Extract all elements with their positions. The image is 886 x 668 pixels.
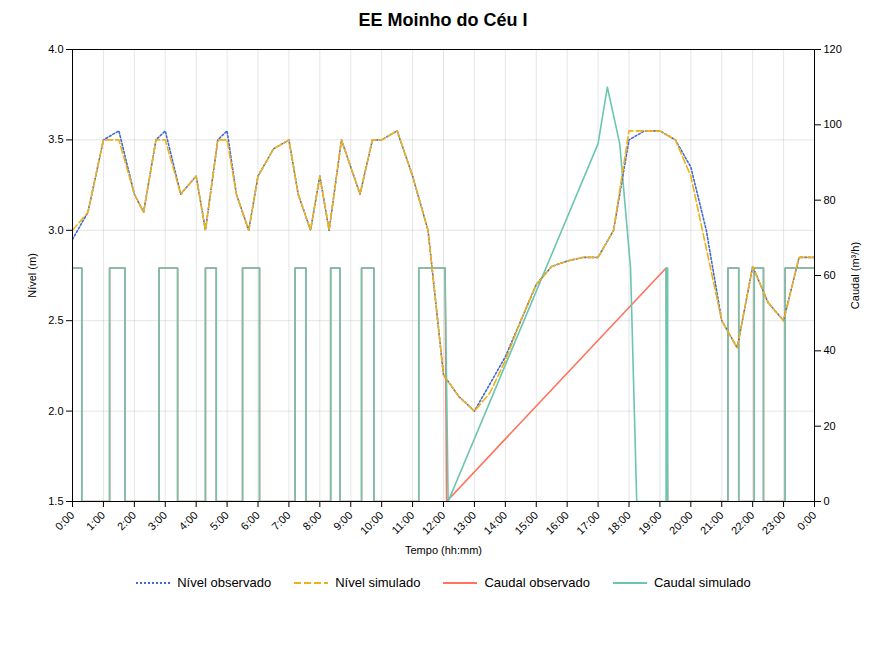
svg-text:23:00: 23:00 [760, 509, 788, 537]
svg-text:0: 0 [824, 495, 830, 507]
svg-text:17:00: 17:00 [574, 509, 602, 537]
svg-text:16:00: 16:00 [543, 509, 571, 537]
svg-text:2.5: 2.5 [48, 314, 63, 326]
html-text:Caudal observado: Caudal observado [484, 575, 590, 590]
svg-text:21:00: 21:00 [698, 509, 726, 537]
svg-text:11:00: 11:00 [389, 509, 416, 536]
svg-text:120: 120 [824, 43, 842, 55]
svg-text:7:00: 7:00 [269, 509, 293, 533]
svg-text:20:00: 20:00 [667, 509, 695, 537]
svg-text:14:00: 14:00 [481, 509, 509, 537]
svg-text:8:00: 8:00 [300, 509, 324, 533]
html-text:Caudal simulado: Caudal simulado [654, 575, 751, 590]
svg-text:80: 80 [824, 194, 836, 206]
svg-text:Caudal (m³/h): Caudal (m³/h) [849, 242, 861, 309]
svg-text:6:00: 6:00 [238, 509, 262, 533]
svg-text:100: 100 [824, 118, 842, 130]
html-text:EE Moinho do Céu I: EE Moinho do Céu I [358, 10, 528, 30]
svg-text:9:00: 9:00 [331, 509, 355, 533]
svg-text:3:00: 3:00 [146, 509, 170, 533]
svg-text:10:00: 10:00 [358, 509, 386, 537]
svg-text:1:00: 1:00 [84, 509, 108, 533]
svg-text:2:00: 2:00 [115, 509, 139, 533]
svg-text:3.5: 3.5 [48, 133, 63, 145]
svg-text:12:00: 12:00 [419, 509, 447, 537]
svg-text:0:00: 0:00 [53, 509, 77, 533]
svg-text:19:00: 19:00 [636, 509, 664, 537]
svg-text:20: 20 [824, 420, 836, 432]
svg-text:13:00: 13:00 [450, 509, 478, 537]
svg-text:60: 60 [824, 269, 836, 281]
svg-text:4:00: 4:00 [176, 509, 200, 533]
svg-text:3.0: 3.0 [48, 224, 63, 236]
html-text:Nível simulado: Nível simulado [335, 575, 421, 590]
svg-text:Tempo (hh:mm): Tempo (hh:mm) [405, 544, 482, 556]
svg-text:2.0: 2.0 [48, 405, 63, 417]
svg-text:40: 40 [824, 344, 836, 356]
svg-text:1.5: 1.5 [48, 495, 63, 507]
svg-text:22:00: 22:00 [729, 509, 757, 537]
svg-text:4.0: 4.0 [48, 43, 63, 55]
svg-text:Nível (m): Nível (m) [26, 253, 38, 298]
svg-text:18:00: 18:00 [605, 509, 633, 537]
html-text:Nível observado: Nível observado [177, 575, 272, 590]
svg-text:0:00: 0:00 [795, 509, 819, 533]
svg-text:5:00: 5:00 [207, 509, 231, 533]
svg-text:15:00: 15:00 [512, 509, 540, 537]
